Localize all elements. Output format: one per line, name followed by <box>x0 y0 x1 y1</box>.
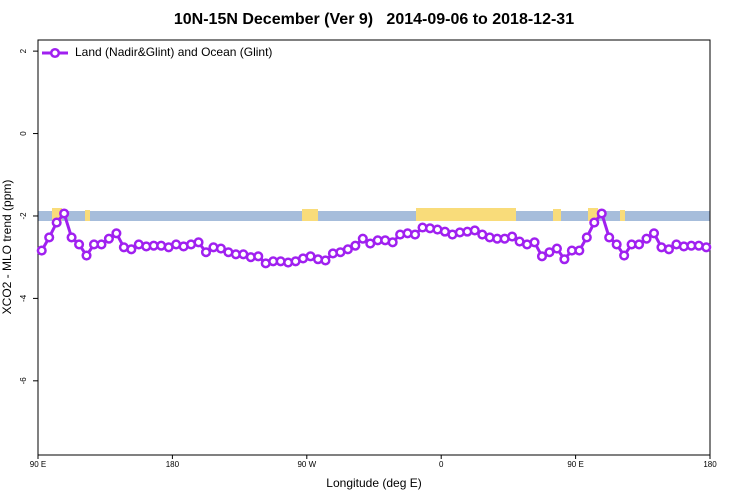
point <box>544 247 555 258</box>
x-tick-label: 180 <box>703 460 717 469</box>
point <box>604 232 615 243</box>
point <box>529 237 540 248</box>
y-axis-label: XCO2 - MLO trend (ppm) <box>0 180 14 315</box>
point <box>619 250 630 261</box>
point <box>559 254 570 265</box>
chart-title: 10N-15N December (Ver 9) 2014-09-06 to 2… <box>174 11 574 28</box>
point <box>36 245 47 256</box>
x-tick-label: 0 <box>439 460 444 469</box>
point <box>253 251 264 262</box>
x-tick-label: 90 E <box>30 460 46 469</box>
y-tick-label: -2 <box>19 212 28 220</box>
point <box>641 233 652 244</box>
point <box>111 228 122 239</box>
point <box>611 239 622 250</box>
point <box>589 217 600 228</box>
point <box>387 237 398 248</box>
point <box>536 251 548 262</box>
point <box>410 229 421 240</box>
point <box>44 232 55 243</box>
point <box>66 232 77 243</box>
point <box>507 231 518 242</box>
x-axis-label: Longitude (deg E) <box>326 476 421 490</box>
point <box>634 239 645 250</box>
point <box>74 239 85 250</box>
x-tick-label: 180 <box>166 460 180 469</box>
point <box>357 233 368 244</box>
point <box>648 228 660 239</box>
x-tick-label: 90 W <box>297 460 316 469</box>
legend-label: Land (Nadir&Glint) and Ocean (Glint) <box>75 45 272 59</box>
point <box>350 240 361 251</box>
point <box>596 208 607 219</box>
y-tick-label: 2 <box>19 48 28 53</box>
point <box>551 243 562 254</box>
land-ocean-strip <box>38 208 710 221</box>
legend-marker <box>49 47 61 59</box>
y-tick-label: -4 <box>19 294 28 302</box>
point <box>59 208 70 219</box>
point <box>342 244 353 255</box>
point <box>581 232 592 243</box>
point <box>96 239 107 250</box>
point <box>663 244 674 255</box>
x-tick-label: 90 E <box>567 460 583 469</box>
point <box>320 255 331 266</box>
point <box>103 233 114 244</box>
point <box>701 242 712 253</box>
point <box>469 225 480 236</box>
point <box>51 217 62 228</box>
point <box>193 237 204 248</box>
y-tick-label: -6 <box>19 377 28 385</box>
point <box>215 243 226 254</box>
point <box>126 244 137 255</box>
y-tick-label: 0 <box>19 131 28 136</box>
point <box>574 245 585 256</box>
point <box>200 247 212 258</box>
point <box>81 250 92 261</box>
